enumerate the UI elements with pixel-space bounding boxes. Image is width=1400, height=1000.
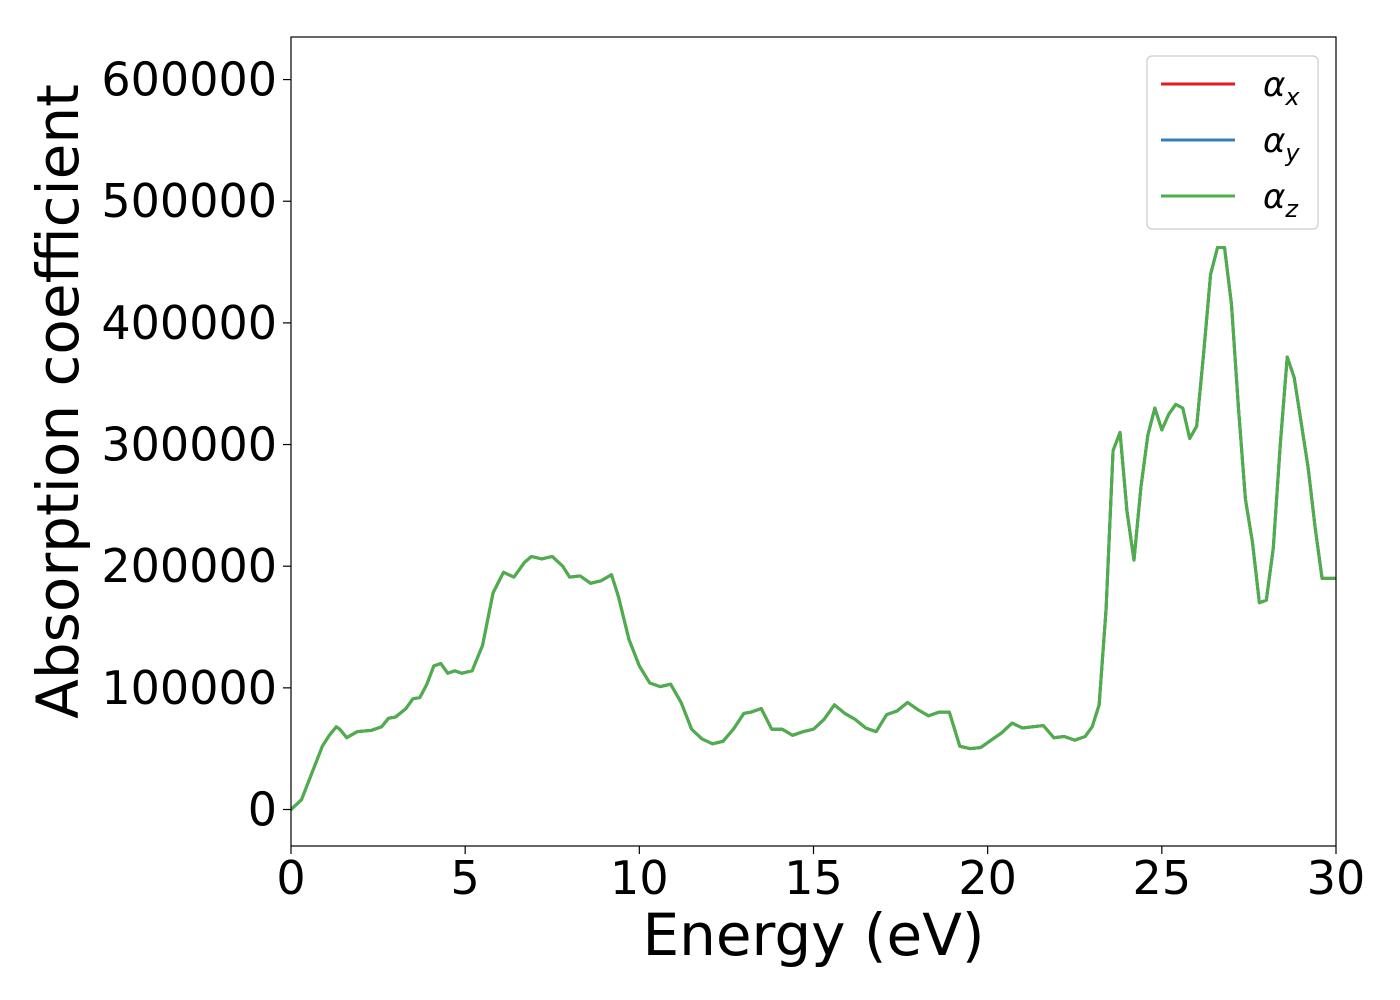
legend-label-1: αx xyxy=(1263,65,1300,111)
y-tick-label: 500000 xyxy=(101,174,277,228)
x-tick-label: 5 xyxy=(451,851,480,905)
legend-box xyxy=(1146,55,1319,230)
y-tick-label: 400000 xyxy=(101,296,277,350)
series-line-3 xyxy=(291,245,1336,811)
x-tick-label: 20 xyxy=(958,851,1017,905)
legend-label-2: αy xyxy=(1263,121,1300,167)
x-tick-label: 10 xyxy=(610,851,669,905)
x-tick-label: 0 xyxy=(276,851,305,905)
x-axis-title: Energy (eV) xyxy=(642,901,984,969)
legend-symbol: α xyxy=(1263,65,1285,105)
legend-symbol: α xyxy=(1263,177,1285,217)
legend-subscript: y xyxy=(1284,139,1300,167)
legend-symbol: α xyxy=(1263,121,1285,161)
y-tick-label: 100000 xyxy=(101,661,277,715)
legend-subscript: z xyxy=(1284,195,1299,223)
legend-subscript: x xyxy=(1284,83,1300,111)
y-tick-label: 200000 xyxy=(101,539,277,593)
y-tick-label: 600000 xyxy=(101,53,277,107)
x-axis: 0 5 10 15 20 25 30 xyxy=(276,846,1365,905)
series-layer xyxy=(291,245,1336,811)
y-tick-label: 0 xyxy=(248,783,277,837)
x-tick-label: 15 xyxy=(784,851,843,905)
x-tick-label: 25 xyxy=(1133,851,1192,905)
x-tick-label: 30 xyxy=(1307,851,1366,905)
y-tick-label: 300000 xyxy=(101,418,277,472)
legend-label-3: αz xyxy=(1263,177,1299,223)
y-axis-title: Absorption coefficient xyxy=(24,84,92,719)
y-axis: 0 100000 200000 300000 400000 500000 600000 xyxy=(101,53,291,837)
